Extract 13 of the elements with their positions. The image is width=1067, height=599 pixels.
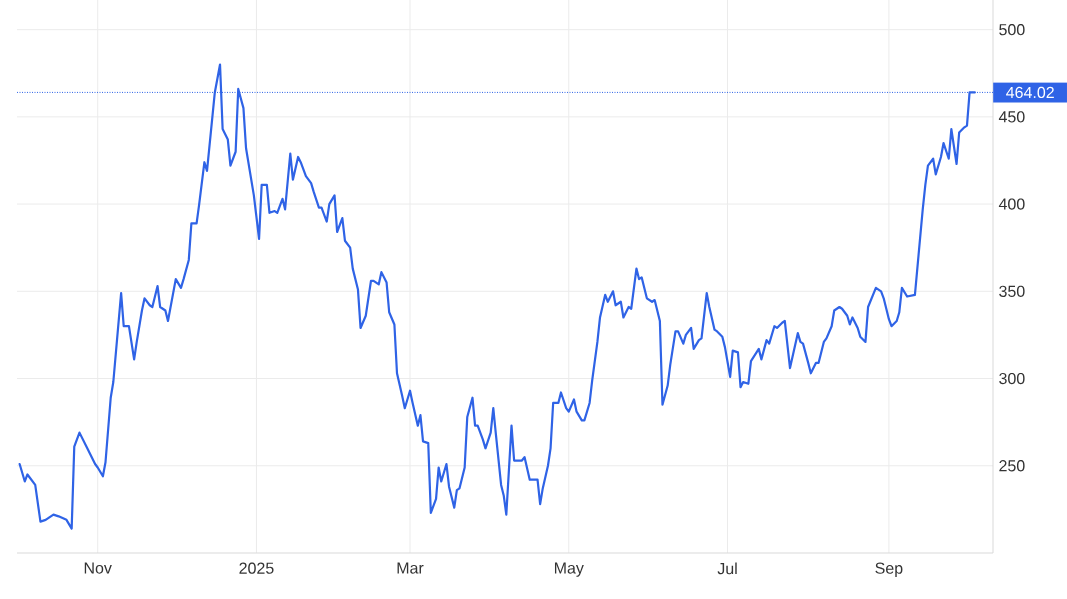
y-tick-label: 400 <box>998 198 1025 210</box>
x-tick-label: 2025 <box>239 562 274 574</box>
ref-line-label: 464.02 <box>1006 86 1054 99</box>
x-tick-label: Sep <box>875 562 903 578</box>
x-tick-label: Jul <box>717 562 737 575</box>
y-tick-label: 450 <box>998 111 1025 123</box>
x-tick-label: May <box>554 562 584 577</box>
y-tick-label: 300 <box>999 372 1025 385</box>
y-tick-label: 500 <box>999 23 1025 36</box>
x-tick-label: Nov <box>84 562 112 574</box>
y-tick-label: 350 <box>999 285 1025 297</box>
x-tick-label: Mar <box>397 562 424 574</box>
y-tick-label: 250 <box>999 460 1025 472</box>
